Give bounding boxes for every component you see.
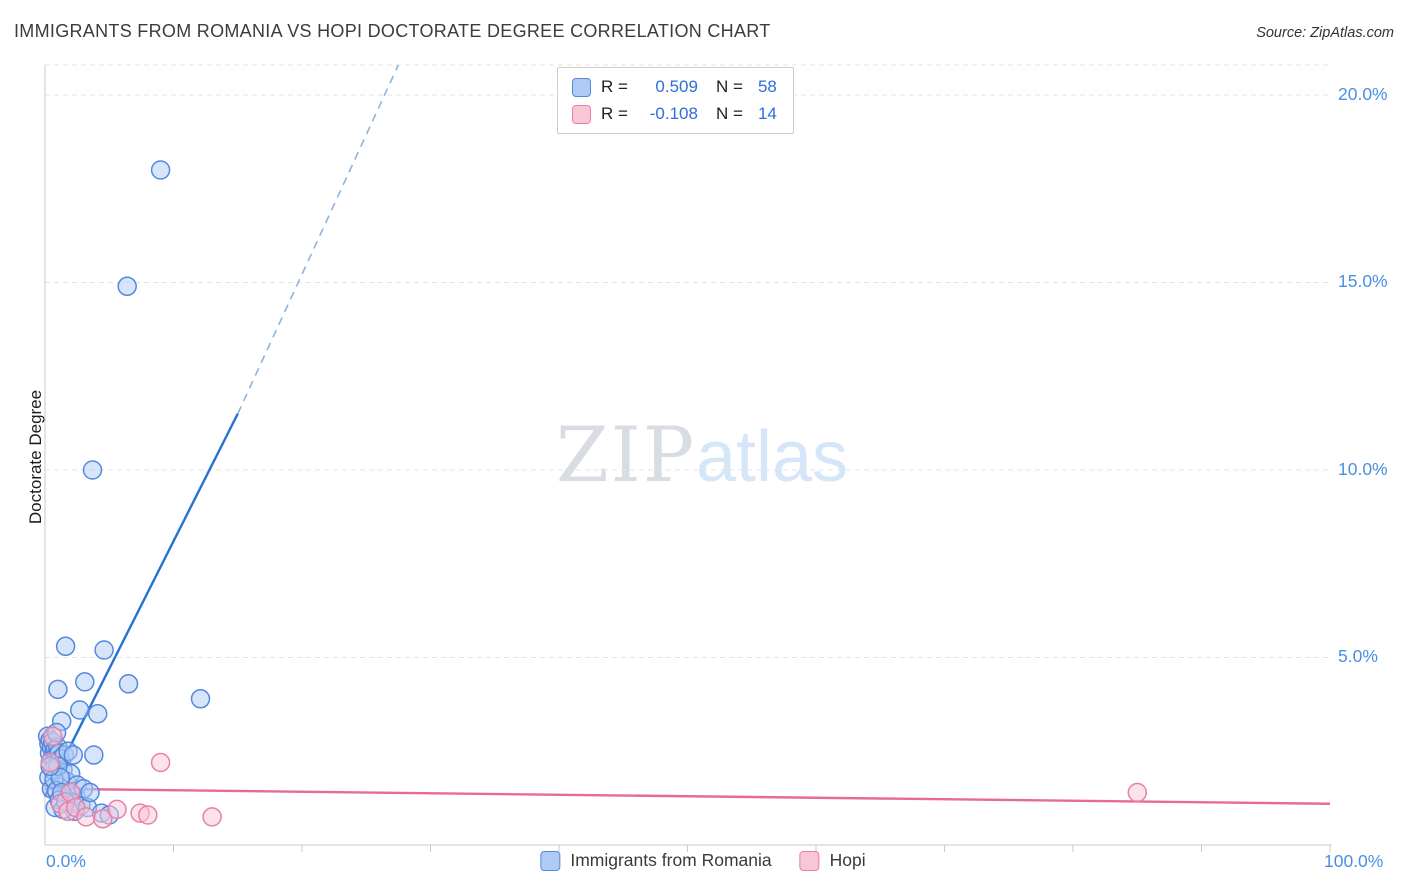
n-label: N = (715, 77, 743, 96)
r-value-hopi: -0.108 (649, 104, 698, 123)
romania-data-point (55, 636, 76, 657)
romania-data-point (80, 782, 100, 803)
page-title: IMMIGRANTS FROM ROMANIA VS HOPI DOCTORAT… (14, 21, 771, 41)
y-tick-20: 20.0% (1338, 84, 1388, 104)
romania-data-point (94, 640, 114, 660)
r-value-romania: 0.509 (655, 77, 698, 96)
hopi-data-point (42, 726, 63, 747)
romania-data-point (87, 704, 108, 724)
y-tick-10: 10.0% (1338, 459, 1388, 479)
romania-data-point (82, 460, 103, 480)
legend-item-hopi: Hopi (799, 850, 866, 871)
romania-legend-swatch-icon (540, 850, 561, 871)
hopi-data-point (202, 807, 222, 827)
hopi-data-point (40, 752, 60, 773)
y-tick-5: 5.0% (1338, 646, 1378, 666)
hopi-data-point (1127, 782, 1148, 803)
romania-data-point (117, 276, 137, 297)
legend-item-romania: Immigrants from Romania (540, 850, 772, 871)
n-value-hopi: 14 (757, 104, 777, 123)
legend-row-romania: R = 0.509 N = 58 (572, 77, 777, 97)
romania-legend-label: Immigrants from Romania (570, 850, 772, 870)
romania-data-point (75, 672, 95, 692)
source-attribution: Source: ZipAtlas.com (1256, 25, 1394, 41)
r-label: R = (601, 104, 628, 123)
x-tick-max: 100.0% (1324, 851, 1384, 871)
romania-data-point (69, 700, 90, 720)
romania-data-point (84, 745, 104, 765)
hopi-legend-label: Hopi (829, 850, 866, 870)
hopi-swatch-icon (572, 104, 591, 124)
n-label: N = (715, 104, 743, 123)
romania-data-point (48, 679, 68, 700)
hopi-data-point (150, 752, 171, 773)
romania-data-point (150, 160, 171, 180)
series-legend: Immigrants from Romania Hopi (540, 850, 866, 871)
hopi-data-point (93, 809, 113, 829)
correlation-legend-box: R = 0.509 N = 58 R = -0.108 N = 14 (557, 67, 794, 134)
hopi-data-point (107, 799, 127, 820)
hopi-data-point (76, 807, 96, 827)
hopi-data-point (138, 805, 158, 825)
n-value-romania: 58 (757, 77, 777, 96)
romania-data-point (63, 745, 84, 765)
romania-data-point (190, 689, 211, 709)
y-tick-15: 15.0% (1338, 271, 1388, 291)
r-label: R = (601, 77, 628, 96)
romania-swatch-icon (572, 77, 591, 97)
romania-data-point (118, 674, 139, 694)
hopi-legend-swatch-icon (799, 850, 820, 871)
x-tick-min: 0.0% (46, 851, 86, 871)
legend-row-hopi: R = -0.108 N = 14 (572, 104, 777, 124)
